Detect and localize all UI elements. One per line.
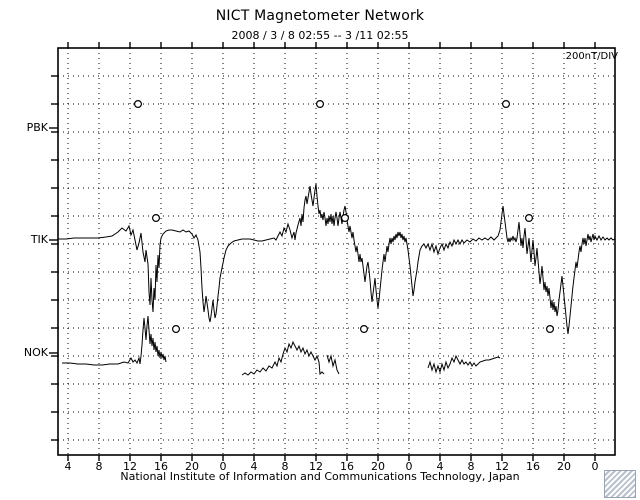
x-axis-label: 16 bbox=[154, 460, 168, 473]
event-marker-tik bbox=[341, 214, 350, 223]
x-axis-label: 20 bbox=[185, 460, 199, 473]
event-marker-pbk bbox=[134, 99, 143, 108]
footer-credit: National Institute of Information and Co… bbox=[120, 470, 520, 483]
trace-nok-segment bbox=[427, 354, 501, 374]
event-marker-tik bbox=[524, 214, 533, 223]
event-marker-nok bbox=[545, 325, 554, 334]
x-axis-label: 8 bbox=[95, 460, 103, 473]
trace-nok-segment bbox=[62, 315, 167, 366]
x-axis-label: 12 bbox=[309, 460, 323, 473]
plot-frame bbox=[57, 47, 616, 456]
event-marker-pbk bbox=[502, 99, 511, 108]
x-axis-label: 12 bbox=[495, 460, 509, 473]
x-axis-label: 0 bbox=[405, 460, 413, 473]
event-marker-pbk bbox=[316, 99, 325, 108]
x-axis-label: 0 bbox=[219, 460, 227, 473]
x-axis-label: 16 bbox=[340, 460, 354, 473]
event-marker-tik bbox=[152, 214, 161, 223]
chart-time-range: 2008 / 3 / 8 02:55 -- 3 /11 02:55 bbox=[231, 29, 409, 42]
y-axis-label-tik: TIK bbox=[30, 233, 48, 246]
x-axis-label: 20 bbox=[371, 460, 385, 473]
x-axis-label: 8 bbox=[467, 460, 475, 473]
x-axis-label: 20 bbox=[557, 460, 571, 473]
trace-nok-segment bbox=[326, 354, 340, 375]
y-axis-label-pbk: PBK bbox=[26, 121, 48, 134]
x-axis-label: 8 bbox=[281, 460, 289, 473]
x-axis-label: 4 bbox=[436, 460, 444, 473]
nict-logo-icon bbox=[604, 470, 636, 498]
trace-tik bbox=[58, 183, 616, 335]
x-axis-label: 16 bbox=[526, 460, 540, 473]
page-title: NICT Magnetometer Network bbox=[215, 8, 425, 24]
y-axis-label-nok: NOK bbox=[23, 346, 48, 359]
x-axis-label: 4 bbox=[250, 460, 258, 473]
x-axis-label: 0 bbox=[591, 460, 599, 473]
event-marker-nok bbox=[360, 325, 369, 334]
event-marker-nok bbox=[172, 325, 181, 334]
trace-nok-segment bbox=[241, 340, 325, 376]
x-axis-label: 4 bbox=[64, 460, 72, 473]
x-axis-label: 12 bbox=[123, 460, 137, 473]
scale-annotation: 200nT/DIV bbox=[565, 51, 618, 62]
